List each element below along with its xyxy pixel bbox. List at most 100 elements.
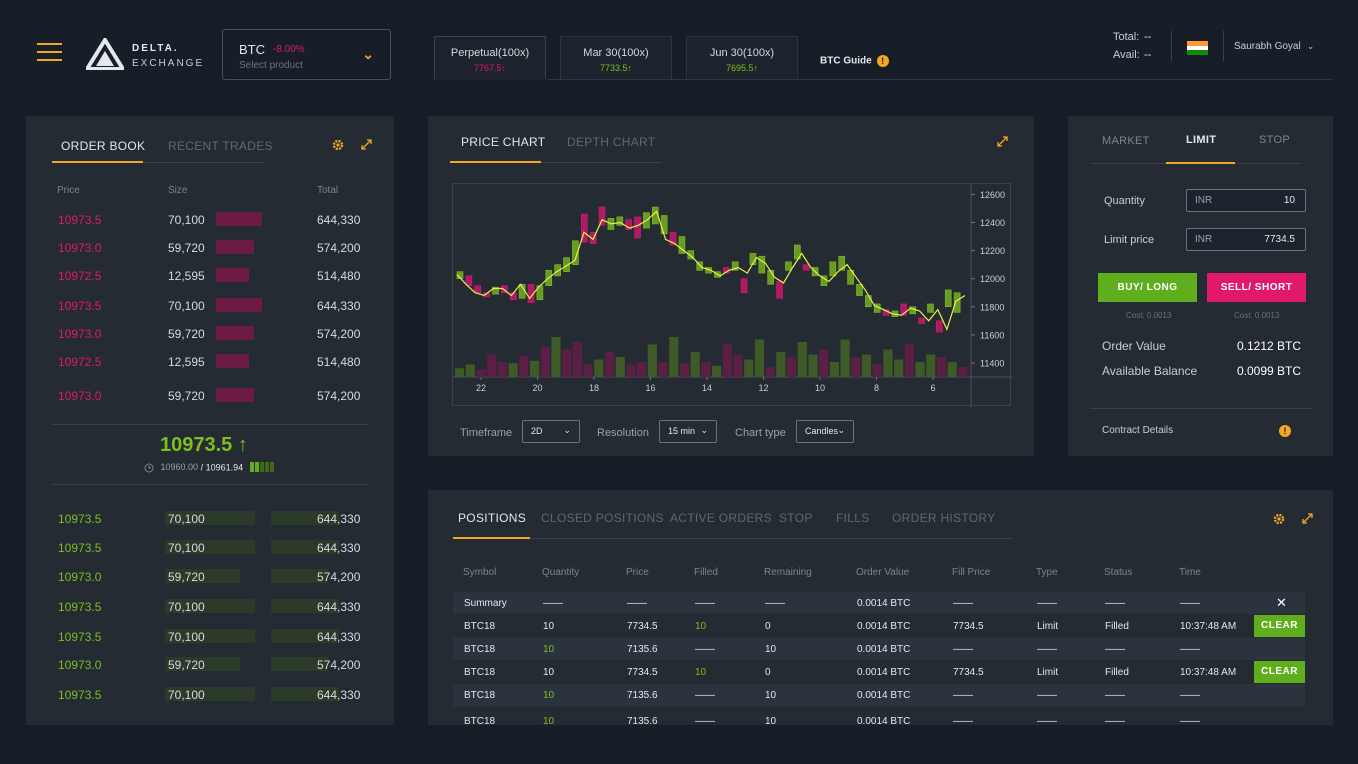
tab-stop[interactable]: STOP bbox=[1259, 134, 1290, 146]
contract-details-link[interactable]: Contract Details bbox=[1102, 425, 1174, 436]
sell-short-button[interactable]: SELL/ SHORT bbox=[1207, 273, 1306, 302]
col-fill-price: Fill Price bbox=[952, 567, 991, 578]
bid-row[interactable]: 10973.5 70,100 644,330 bbox=[26, 685, 394, 705]
ask-row[interactable]: 10972.5 12,595 514,480 bbox=[26, 266, 394, 286]
total-value: -- bbox=[1144, 31, 1152, 43]
contract-price: 7767.5↑ bbox=[473, 63, 507, 73]
expand-icon[interactable] bbox=[1301, 512, 1314, 530]
order-value: 0.1212 BTC bbox=[1237, 339, 1302, 353]
product-select[interactable]: BTC -8.00% Select product ⌄ bbox=[222, 29, 391, 80]
menu-icon[interactable] bbox=[37, 43, 62, 63]
tab-recent-trades[interactable]: RECENT TRADES bbox=[168, 139, 273, 153]
volume-bar bbox=[626, 364, 636, 377]
quantity-input[interactable]: INR 10 bbox=[1186, 189, 1306, 212]
gear-icon[interactable] bbox=[1273, 512, 1285, 530]
limit-price-input[interactable]: INR 7734.5 bbox=[1186, 228, 1306, 251]
resolution-select[interactable]: 15 min ⌄ bbox=[659, 420, 717, 443]
quantity-value: 10 bbox=[1283, 195, 1295, 206]
col-quantity: Quantity bbox=[542, 567, 580, 578]
expand-icon[interactable] bbox=[996, 135, 1009, 153]
bid-row[interactable]: 10973.5 70,100 644,330 bbox=[26, 627, 394, 647]
tab-depth-chart[interactable]: DEPTH CHART bbox=[567, 135, 656, 149]
bid-row[interactable]: 10973.0 59,720 574,200 bbox=[26, 655, 394, 675]
volume-bar bbox=[829, 362, 839, 377]
expand-icon[interactable] bbox=[360, 138, 373, 156]
x-tick-label: 16 bbox=[645, 383, 655, 393]
buy-cost: Cost: 0.0013 bbox=[1126, 311, 1172, 320]
timeframe-select[interactable]: 2D ⌄ bbox=[522, 420, 580, 443]
volume-bar bbox=[883, 349, 893, 377]
price-chart[interactable]: 12600 12400 12200 12000 11800 11600 11400 22 20 1… bbox=[452, 183, 1012, 407]
ask-row[interactable]: 10973.0 59,720 574,200 bbox=[26, 238, 394, 258]
volume-bar bbox=[744, 359, 754, 377]
depth-bar bbox=[216, 298, 262, 312]
btc-guide-link[interactable]: BTC Guide! bbox=[820, 55, 889, 67]
ask-row[interactable]: 10973.5 70,100 644,330 bbox=[26, 296, 394, 316]
tab-order-book[interactable]: ORDER BOOK bbox=[61, 139, 146, 153]
tab-stop[interactable]: STOP bbox=[779, 511, 813, 525]
candlestick-chart[interactable]: 12600 12400 12200 12000 11800 11600 11400 22 20 1… bbox=[453, 184, 1012, 407]
order-book-panel: ORDER BOOK RECENT TRADES Price Size Tota… bbox=[26, 116, 394, 725]
contract-price: 7733.5↑ bbox=[599, 63, 633, 73]
table-row[interactable]: BTC18 10 7135.6 —— 10 0.0014 BTC —— —— —— —— bbox=[453, 710, 1305, 732]
cell-price: 7135.6 bbox=[627, 644, 658, 655]
candle bbox=[865, 295, 872, 308]
timeframe-value: 2D bbox=[531, 426, 543, 436]
tab-underline bbox=[450, 162, 662, 163]
ask-row[interactable]: 10973.0 59,720 574,200 bbox=[26, 386, 394, 406]
close-icon[interactable]: ✕ bbox=[1276, 595, 1287, 610]
cell-remaining: 0 bbox=[765, 621, 771, 632]
clear-button[interactable]: CLEAR bbox=[1254, 661, 1305, 683]
divider bbox=[1223, 31, 1224, 61]
cell-order-value: 0.0014 BTC bbox=[857, 716, 911, 727]
cell-symbol: BTC18 bbox=[464, 644, 496, 655]
total-label: Total: bbox=[1113, 31, 1140, 43]
chart-type-select[interactable]: Candles ⌄ bbox=[796, 420, 854, 443]
cell-symbol: Summary bbox=[464, 598, 507, 609]
bid-row[interactable]: 10973.0 59,720 574,200 bbox=[26, 567, 394, 587]
clock-icon bbox=[144, 463, 154, 473]
quantity-label: Quantity bbox=[1104, 195, 1145, 207]
tab-order-history[interactable]: ORDER HISTORY bbox=[892, 511, 996, 525]
summary-row[interactable]: Summary —— —— —— —— 0.0014 BTC —— —— —— —— ✕ bbox=[453, 592, 1305, 614]
cell-remaining: 10 bbox=[765, 644, 777, 655]
order-price: 10973.5 bbox=[58, 512, 102, 526]
tab-contract-perpetual[interactable]: Perpetual(100x) 7767.5↑ bbox=[434, 36, 546, 80]
ask-row[interactable]: 10973.0 59,720 574,200 bbox=[26, 324, 394, 344]
chart-type-label: Chart type bbox=[735, 427, 786, 439]
ask-row[interactable]: 10972.5 12,595 514,480 bbox=[26, 352, 394, 372]
tab-limit[interactable]: LIMIT bbox=[1186, 134, 1217, 146]
tab-positions[interactable]: POSITIONS bbox=[458, 511, 527, 525]
candle bbox=[580, 213, 588, 243]
tab-price-chart[interactable]: PRICE CHART bbox=[461, 135, 546, 149]
cell-type: —— bbox=[1037, 716, 1057, 727]
info-icon[interactable]: ! bbox=[1279, 425, 1291, 437]
tab-market[interactable]: MARKET bbox=[1102, 135, 1150, 147]
tab-contract-mar30[interactable]: Mar 30(100x) 7733.5↑ bbox=[560, 36, 672, 80]
tab-fills[interactable]: FILLS bbox=[836, 511, 870, 525]
volume-bar bbox=[455, 368, 465, 377]
buy-long-button[interactable]: BUY/ LONG bbox=[1098, 273, 1197, 302]
table-row[interactable]: BTC18 10 7135.6 —— 10 0.0014 BTC —— —— —— —— bbox=[453, 684, 1305, 706]
volume-bar bbox=[604, 352, 615, 377]
tab-contract-jun30[interactable]: Jun 30(100x) 7695.5↑ bbox=[686, 36, 798, 80]
table-row[interactable]: BTC18 10 7734.5 10 0 0.0014 BTC 7734.5 Limit Fil… bbox=[453, 661, 1305, 683]
bid-row[interactable]: 10973.5 70,100 644,330 bbox=[26, 509, 394, 529]
table-row[interactable]: BTC18 10 7734.5 10 0 0.0014 BTC 7734.5 Limit Fil… bbox=[453, 615, 1305, 637]
ask-row[interactable]: 10973.5 70,100 644,330 bbox=[26, 210, 394, 230]
candle bbox=[660, 215, 668, 235]
x-tick-label: 10 bbox=[815, 383, 825, 393]
india-flag-icon[interactable] bbox=[1187, 41, 1208, 55]
bid-row[interactable]: 10973.5 70,100 644,330 bbox=[26, 538, 394, 558]
gear-icon[interactable] bbox=[332, 138, 344, 156]
clear-button[interactable]: CLEAR bbox=[1254, 615, 1305, 637]
sell-cost: Cost: 0.0013 bbox=[1234, 311, 1280, 320]
volume-bar bbox=[786, 357, 797, 377]
bid-row[interactable]: 10973.5 70,100 644,330 bbox=[26, 597, 394, 617]
tab-active-orders[interactable]: ACTIVE ORDERS bbox=[670, 511, 772, 525]
candle bbox=[501, 285, 508, 294]
volume-bar bbox=[637, 362, 647, 377]
user-menu[interactable]: Saurabh Goyal ⌄ bbox=[1234, 41, 1314, 52]
table-row[interactable]: BTC18 10 7135.6 —— 10 0.0014 BTC —— —— —— —— bbox=[453, 638, 1305, 660]
tab-closed-positions[interactable]: CLOSED POSITIONS bbox=[541, 511, 664, 525]
